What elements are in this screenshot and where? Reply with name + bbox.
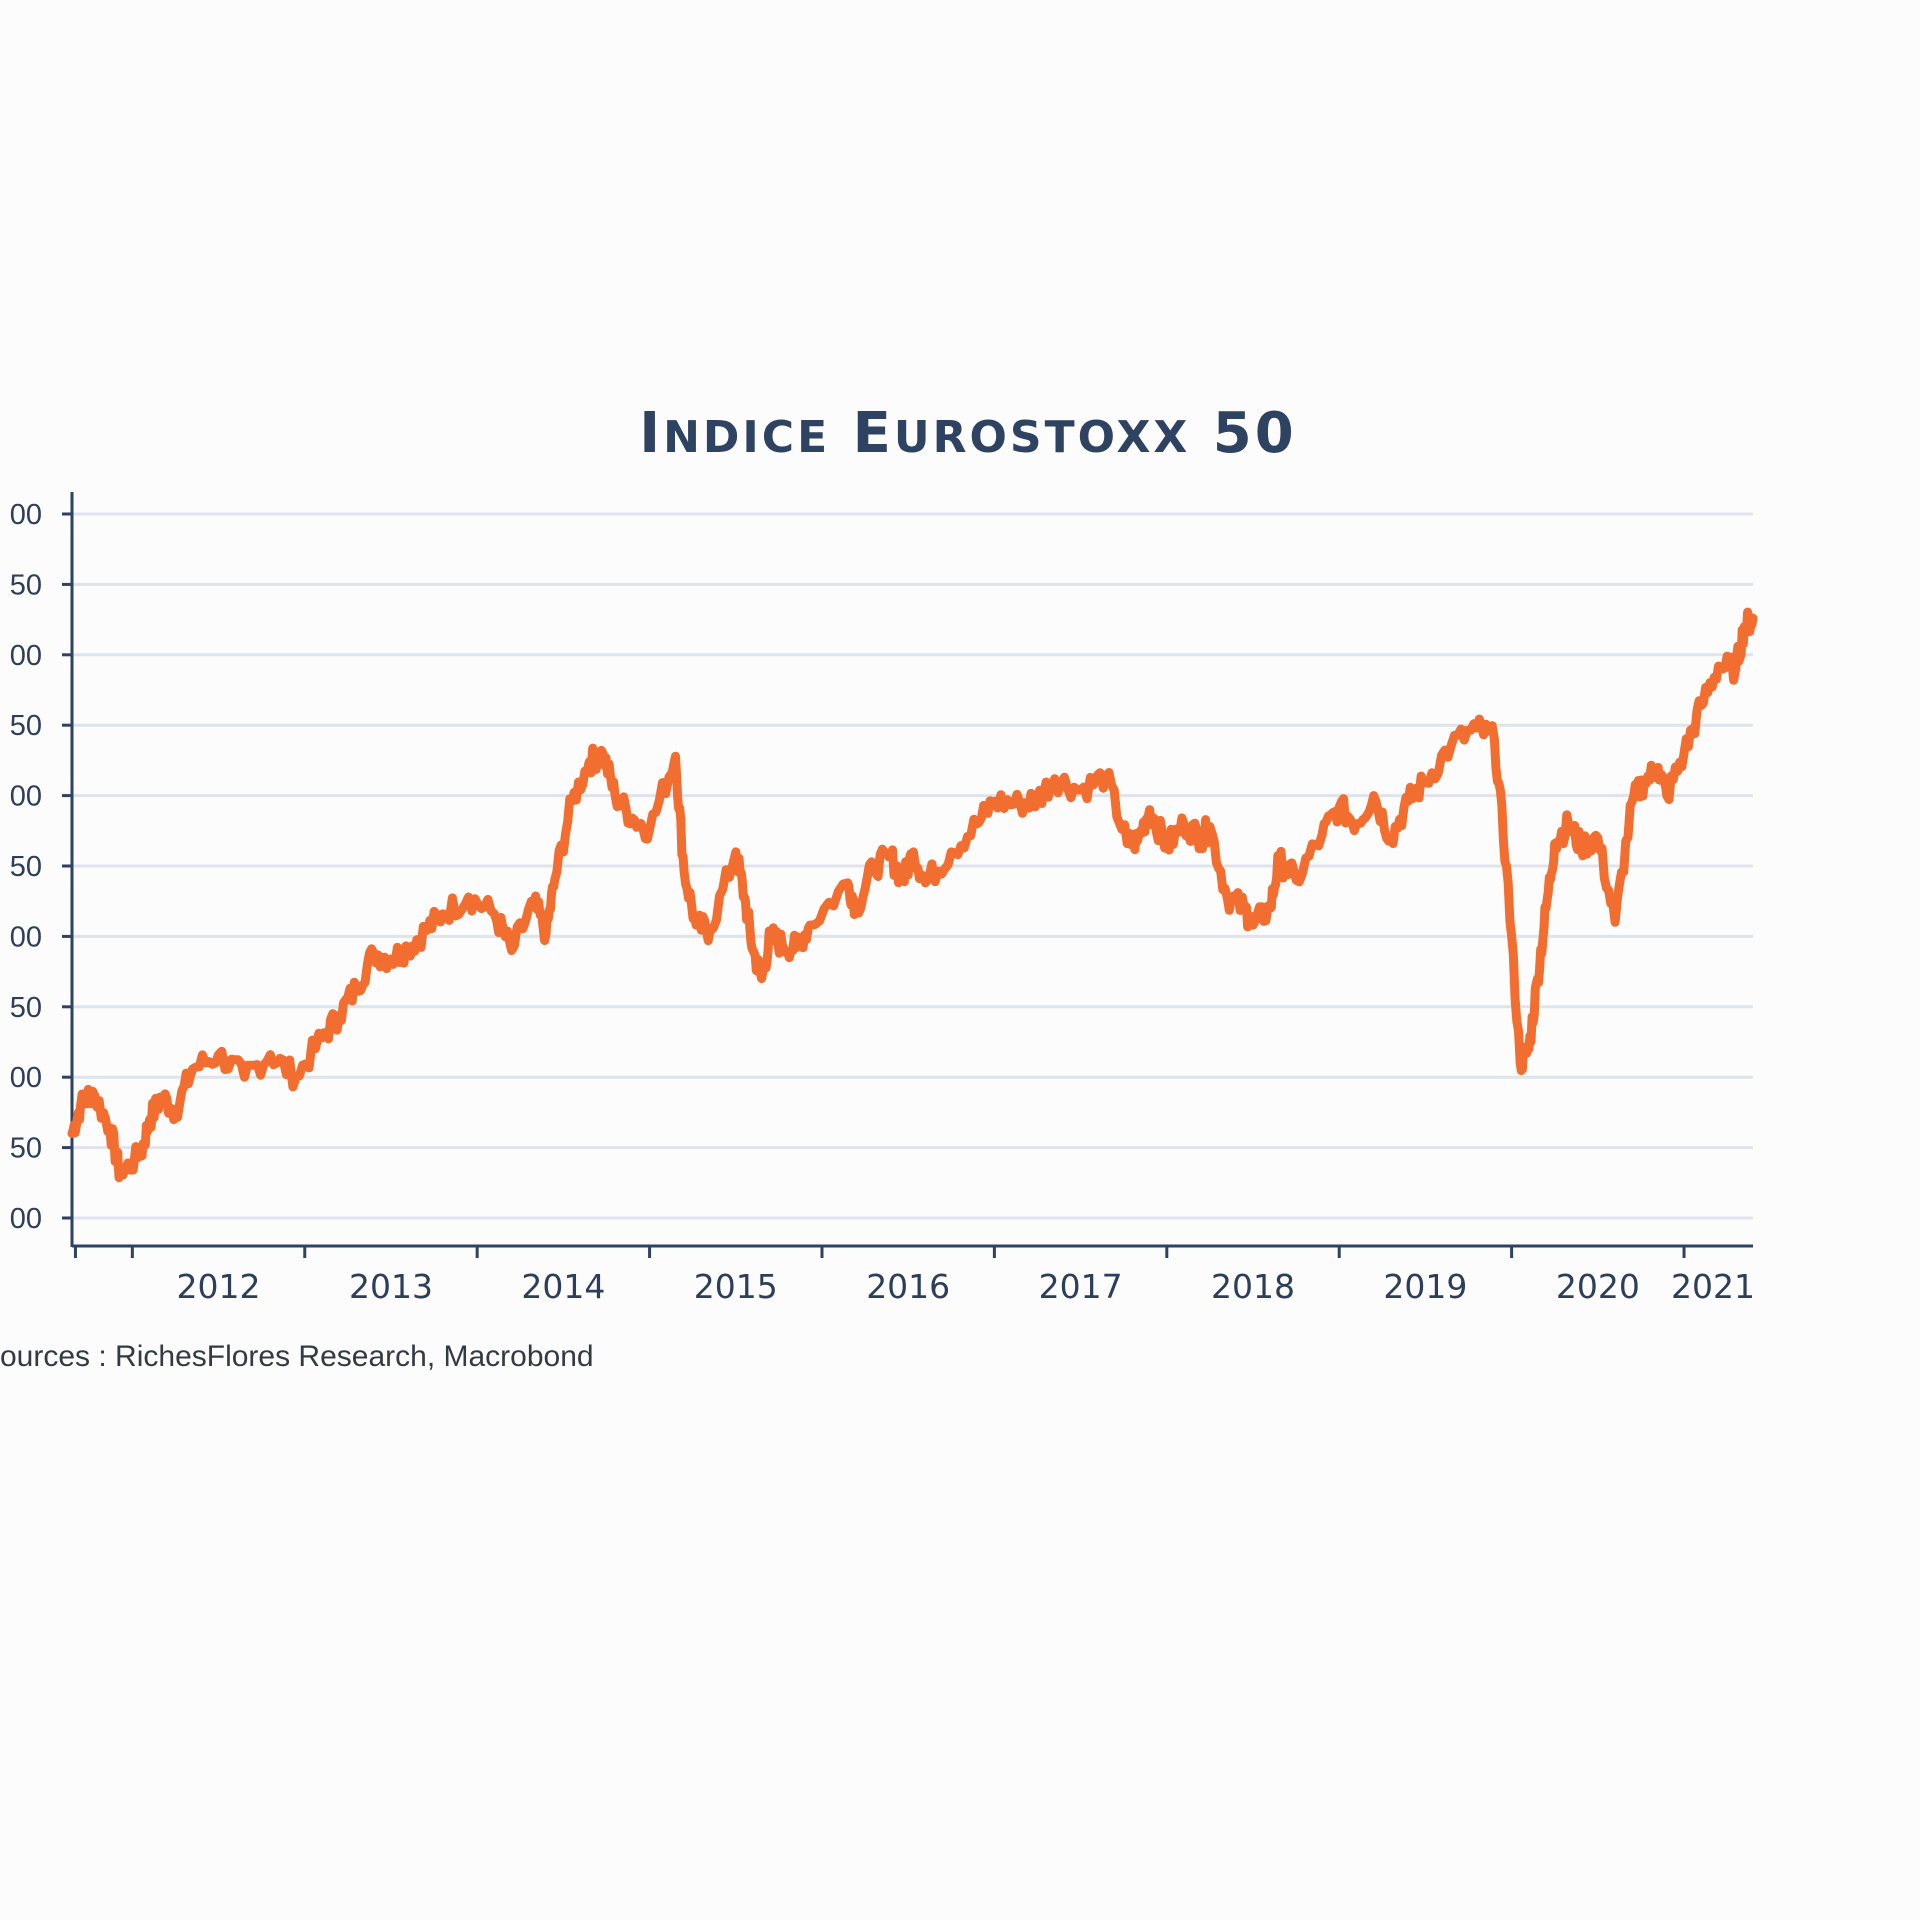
series-line-eurostoxx50 xyxy=(67,607,1758,1183)
y-tick-label: 00 xyxy=(10,640,42,672)
y-tick-label: 50 xyxy=(10,1133,42,1165)
y-tick-label: 00 xyxy=(10,1062,42,1094)
x-tick-label: 2019 xyxy=(1383,1267,1467,1306)
y-axis-ticks: 00 50 00 50 00 50 00 50 00 50 00 xyxy=(10,499,72,1235)
x-tick-label: 2012 xyxy=(177,1267,261,1306)
y-tick-label: 00 xyxy=(10,921,42,953)
y-tick-label: 00 xyxy=(10,499,42,531)
x-tick-label: 2015 xyxy=(694,1267,778,1306)
y-tick-label: 00 xyxy=(10,1203,42,1235)
y-tick-label: 50 xyxy=(10,569,42,601)
x-tick-label: 2017 xyxy=(1039,1267,1123,1306)
chart-title: INDICE EUROSTOXX 50 xyxy=(639,401,1297,466)
x-tick-label: 2021 xyxy=(1671,1267,1755,1306)
x-tick-label: 2020 xyxy=(1556,1267,1640,1306)
y-tick-label: 50 xyxy=(10,851,42,883)
y-tick-label: 50 xyxy=(10,710,42,742)
source-note: ources : RichesFlores Research, Macrobon… xyxy=(0,1340,594,1373)
y-tick-label: 00 xyxy=(10,781,42,813)
x-axis-ticks: 2012 2013 2014 2015 2016 2017 2018 2019 2020 2021 xyxy=(73,1246,1755,1306)
x-tick-label: 2016 xyxy=(866,1267,950,1306)
x-tick-label: 2013 xyxy=(349,1267,433,1306)
y-tick-label: 50 xyxy=(10,992,42,1024)
x-tick-label: 2018 xyxy=(1211,1267,1295,1306)
x-tick-label: 2014 xyxy=(521,1267,605,1306)
